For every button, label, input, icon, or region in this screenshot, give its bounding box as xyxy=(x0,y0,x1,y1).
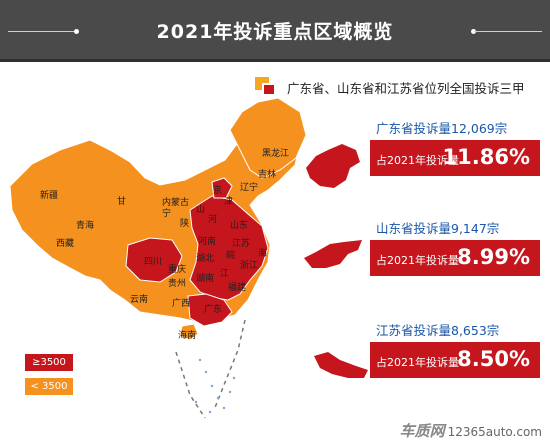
card-key-jiangsu: 江苏省投诉量8,653宗 xyxy=(376,323,500,338)
label-shaanxi: 陕 xyxy=(180,217,189,229)
label-shandong: 山东 xyxy=(230,219,248,231)
label-gansu: 甘 xyxy=(117,195,126,207)
shandong-silhouette xyxy=(304,240,362,268)
label-chongqing: 重庆 xyxy=(168,263,186,275)
label-jiangsu: 江苏 xyxy=(232,237,250,249)
overlap-squares-icon xyxy=(255,77,277,97)
label-heilongjiang: 黑龙江 xyxy=(262,147,289,159)
card-key-guangdong: 广东省投诉量12,069宗 xyxy=(376,121,508,136)
card-percent-shandong: 8.99% xyxy=(457,245,530,269)
label-shanghai: 海 xyxy=(258,247,267,259)
label-guizhou: 贵州 xyxy=(168,277,186,289)
card-label-jiangsu: 占2021年投诉量 xyxy=(376,356,459,369)
card-bar-shandong: 占2021年投诉量 8.99% xyxy=(370,240,540,276)
page-title: 2021年投诉重点区域概览 xyxy=(156,21,394,43)
label-hunan: 湖南 xyxy=(196,272,214,284)
south-sea-dots xyxy=(194,358,236,414)
card-percent-jiangsu: 8.50% xyxy=(457,347,530,371)
label-yunnan: 云南 xyxy=(130,293,148,305)
map-northeast xyxy=(229,97,307,179)
map-hainan xyxy=(179,323,199,341)
label-henan: 河南 xyxy=(198,235,216,247)
map-region-high-hebei xyxy=(211,177,233,199)
card-bar-guangdong: 占2021年投诉量 11.86% xyxy=(370,140,540,176)
watermark-site: 12365auto.com xyxy=(447,425,542,439)
card-label-shandong: 占2021年投诉量 xyxy=(376,254,459,267)
label-liaoning: 辽宁 xyxy=(240,181,258,193)
header-line-right xyxy=(474,31,542,32)
jiangsu-silhouette xyxy=(314,352,368,378)
label-tianjin: 津 xyxy=(224,196,233,207)
header-banner: 2021年投诉重点区域概览 xyxy=(0,0,550,62)
map-region-high-sichuan xyxy=(125,237,183,283)
watermark: 车质网 12365auto.com xyxy=(400,420,542,441)
label-guangdong: 广东 xyxy=(204,303,222,315)
label-hainan: 海南 xyxy=(178,329,196,341)
label-fujian: 福建 xyxy=(228,281,246,293)
watermark-brand: 车质网 xyxy=(399,422,445,440)
label-xizang: 西藏 xyxy=(56,237,74,249)
label-jiangxi: 江 xyxy=(220,268,229,279)
label-anhui: 皖 xyxy=(226,249,235,261)
label-guangxi: 广西 xyxy=(172,297,190,309)
card-guangdong: 广东省投诉量12,069宗 占2021年投诉量 11.86% xyxy=(370,118,540,176)
card-shandong: 山东省投诉量9,147宗 占2021年投诉量 8.99% xyxy=(370,218,540,276)
map-region-high-guangdong xyxy=(187,293,233,327)
label-sichuan: 四川 xyxy=(144,257,162,267)
subtitle: 广东省、山东省和江苏省位列全国投诉三甲 xyxy=(287,81,525,96)
label-jilin: 吉林 xyxy=(258,168,276,180)
label-ningxia: 宁 xyxy=(162,207,171,219)
header-line-left xyxy=(8,31,76,32)
label-beijing: 京 xyxy=(213,184,222,196)
china-map: 黑龙江 吉林 辽宁 内蒙古 新疆 西藏 青海 甘 宁 陕 山 河 京 津 山东 … xyxy=(9,97,307,419)
card-key-shandong: 山东省投诉量9,147宗 xyxy=(376,221,500,236)
card-jiangsu: 江苏省投诉量8,653宗 占2021年投诉量 8.50% xyxy=(370,320,540,378)
legend-low: < 3500 xyxy=(25,378,73,395)
card-bar-jiangsu: 占2021年投诉量 8.50% xyxy=(370,342,540,378)
label-neimenggu: 内蒙古 xyxy=(162,196,189,208)
label-shanxi: 山 xyxy=(196,204,205,215)
map-region-high-east xyxy=(189,195,269,301)
card-label-guangdong: 占2021年投诉量 xyxy=(376,154,459,167)
label-hubei: 湖北 xyxy=(196,253,214,264)
legend-high: ≥3500 xyxy=(25,354,73,371)
label-zhejiang: 浙江 xyxy=(240,259,258,271)
label-qinghai: 青海 xyxy=(76,219,94,231)
guangdong-silhouette xyxy=(306,144,360,188)
header-dot-right xyxy=(471,29,476,34)
header-dot-left xyxy=(74,29,79,34)
label-hebei: 河 xyxy=(208,213,217,225)
card-percent-guangdong: 11.86% xyxy=(442,145,530,169)
label-xinjiang: 新疆 xyxy=(40,189,58,201)
